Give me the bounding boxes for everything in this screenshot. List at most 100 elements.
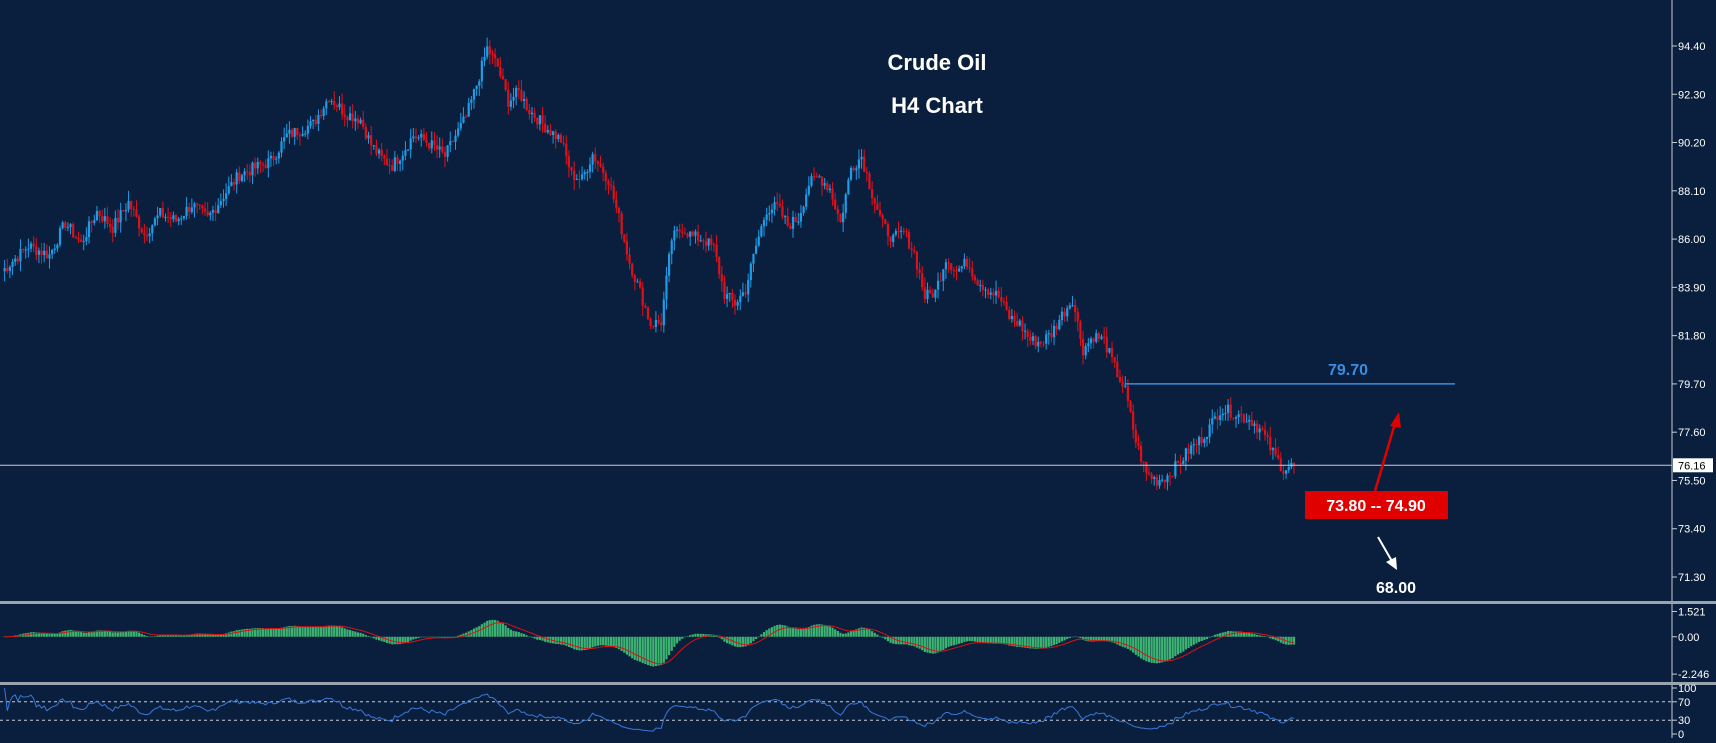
macd-bar (968, 636, 971, 642)
candle-body (884, 219, 887, 225)
macd-bar (254, 628, 257, 637)
macd-bar (451, 636, 454, 638)
candle-body (156, 215, 159, 219)
macd-bar (1139, 636, 1143, 659)
macd-bar (997, 636, 1000, 644)
up-arrow-head (1390, 412, 1401, 428)
candle-body (1129, 401, 1132, 412)
candle-body (95, 210, 99, 221)
candle-body (1066, 308, 1069, 317)
macd-bar (1168, 636, 1172, 660)
candle-body (704, 241, 708, 246)
macd-bar (1253, 634, 1256, 637)
macd-bar (251, 628, 254, 637)
macd-bar (844, 633, 847, 637)
candle-body (965, 258, 969, 268)
candle-body (145, 235, 149, 237)
macd-bar (873, 632, 876, 637)
macd-bar (723, 636, 726, 642)
candle-body (752, 253, 755, 264)
candle-body (673, 230, 676, 241)
macd-bar (375, 636, 378, 640)
candle-body (190, 207, 193, 212)
candle-body (164, 216, 167, 218)
macd-bar (1192, 636, 1195, 645)
candle-body (762, 219, 766, 227)
candle-body (818, 176, 821, 178)
candle-body (1052, 325, 1056, 338)
target-zone-box (1305, 491, 1448, 519)
macd-bar (174, 635, 178, 637)
candle-body (385, 158, 389, 166)
macd-bar (1174, 636, 1177, 657)
macd-bar (1058, 636, 1061, 643)
macd-bar (50, 633, 54, 637)
rsi-pane: 100 70 30 0 (0, 683, 1696, 741)
macd-bar (726, 636, 729, 644)
macd-bar (554, 636, 557, 644)
candle-body (1002, 301, 1006, 303)
macd-bar (1250, 633, 1253, 637)
candle-body (388, 165, 391, 167)
macd-bar (923, 636, 926, 652)
candle-body (478, 81, 481, 86)
candle-body (942, 269, 945, 281)
macd-bar (1161, 636, 1164, 663)
macd-bar (741, 636, 745, 647)
candle-body (509, 100, 512, 107)
candle-body (114, 217, 117, 233)
macd-bar (435, 636, 439, 638)
candle-body (923, 287, 926, 300)
macd-bar (285, 626, 288, 637)
candle-body (1161, 479, 1164, 481)
candle-body (359, 119, 362, 124)
candle-body (681, 231, 684, 233)
macd-bar (193, 633, 196, 637)
macd-bar (43, 632, 46, 637)
candle-body (1211, 418, 1214, 425)
macd-bar (1274, 636, 1277, 641)
macd-bar (517, 632, 520, 637)
macd-bar (702, 633, 705, 637)
candle-body (913, 250, 916, 252)
macd-bar (422, 636, 425, 638)
macd-bar (839, 632, 842, 637)
candle-body (333, 101, 336, 106)
candle-body (596, 161, 600, 164)
candle-body (69, 224, 72, 228)
candle-body (1179, 462, 1182, 465)
candle-body (1219, 415, 1222, 421)
macd-bar (567, 636, 570, 647)
macd-bar (681, 636, 684, 639)
macd-bar (190, 634, 193, 637)
candle-body (16, 258, 19, 262)
macd-bar (90, 631, 93, 637)
candle-body (438, 146, 441, 150)
candle-body (101, 216, 104, 222)
macd-bar (1287, 636, 1290, 645)
macd-bar (309, 626, 312, 637)
pane-separator-2 (0, 682, 1716, 685)
candle-body (689, 231, 692, 237)
candle-body (48, 254, 51, 259)
macd-bar (385, 636, 389, 643)
macd-bar (847, 632, 850, 637)
macd-bar (694, 633, 697, 637)
macd-bar (1026, 636, 1029, 649)
candle-body (1137, 442, 1140, 446)
macd-bar (1092, 636, 1095, 642)
candle-body (1113, 357, 1116, 363)
candle-body (209, 212, 212, 216)
macd-bar (1081, 636, 1085, 640)
candle-body (649, 318, 652, 327)
macd-bar (1213, 634, 1216, 637)
candle-body (1108, 348, 1111, 353)
candle-body (188, 206, 191, 212)
candle-body (1058, 320, 1061, 330)
macd-bar (396, 636, 399, 645)
macd-bar (939, 636, 942, 652)
macd-signal-line (4, 622, 1295, 665)
macd-bar (515, 631, 518, 637)
macd-bar (130, 630, 133, 637)
